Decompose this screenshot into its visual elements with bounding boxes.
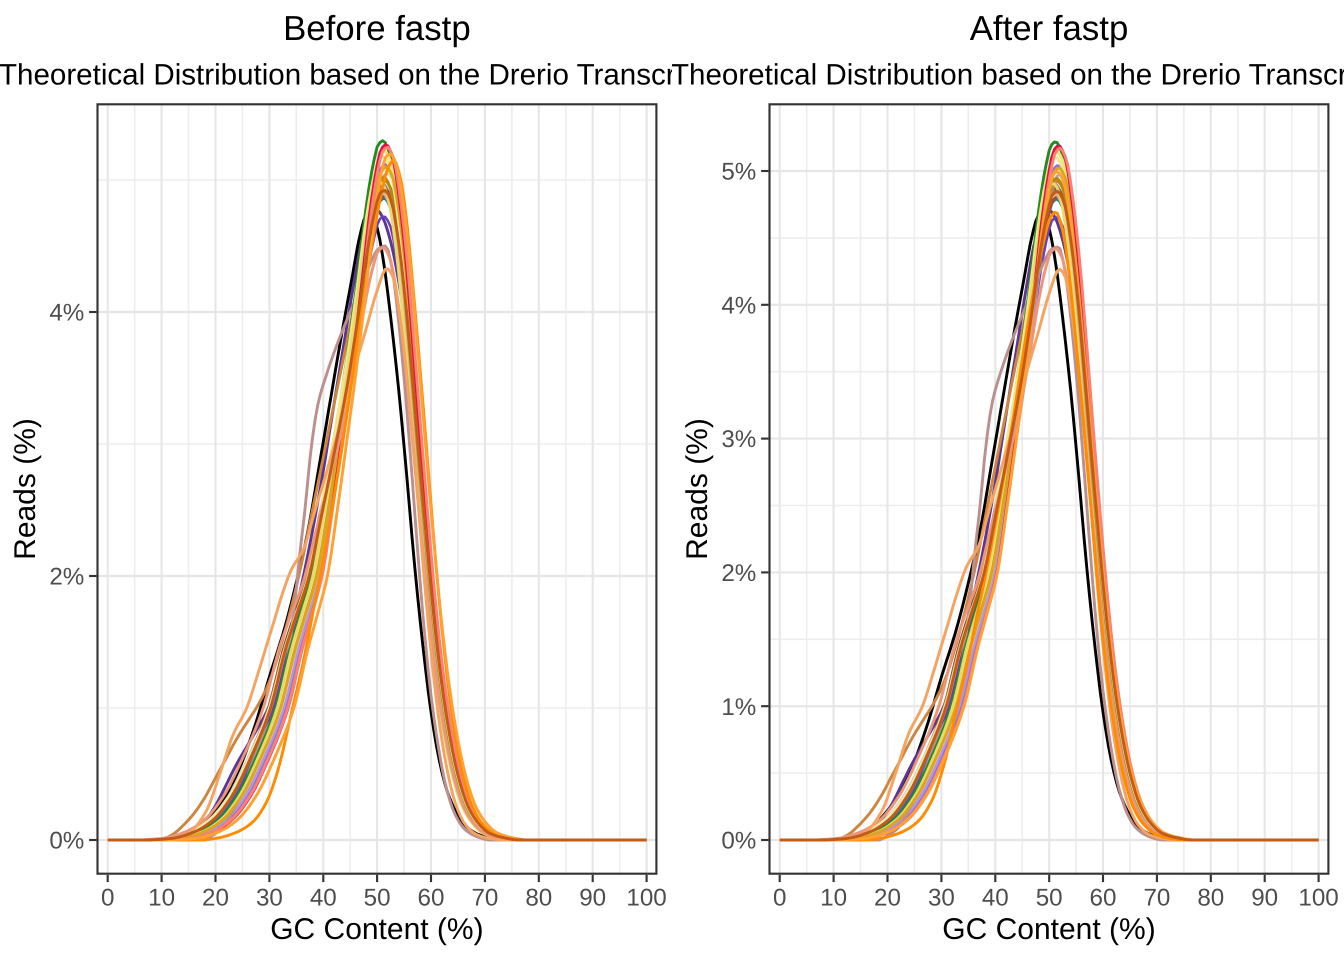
- svg-text:4%: 4%: [49, 300, 84, 327]
- svg-text:Before fastp: Before fastp: [283, 9, 471, 48]
- svg-text:GC Content (%): GC Content (%): [270, 913, 483, 946]
- svg-text:100: 100: [626, 885, 666, 912]
- svg-text:GC Content (%): GC Content (%): [942, 913, 1155, 946]
- svg-text:Reads (%): Reads (%): [9, 418, 42, 560]
- svg-text:2%: 2%: [721, 560, 756, 587]
- svg-text:2%: 2%: [49, 564, 84, 591]
- svg-text:50: 50: [364, 885, 391, 912]
- svg-text:0%: 0%: [49, 828, 84, 855]
- svg-text:70: 70: [471, 885, 498, 912]
- svg-text:0%: 0%: [721, 828, 756, 855]
- svg-text:60: 60: [418, 885, 445, 912]
- svg-text:40: 40: [982, 885, 1009, 912]
- svg-text:20: 20: [874, 885, 901, 912]
- svg-text:0: 0: [773, 885, 786, 912]
- svg-text:0: 0: [101, 885, 114, 912]
- svg-text:Theoretical Distribution based: Theoretical Distribution based on the Dr…: [671, 59, 1344, 92]
- svg-text:4%: 4%: [721, 292, 756, 319]
- svg-text:80: 80: [525, 885, 552, 912]
- svg-text:50: 50: [1036, 885, 1063, 912]
- svg-text:60: 60: [1090, 885, 1117, 912]
- svg-text:90: 90: [1251, 885, 1278, 912]
- svg-text:Reads (%): Reads (%): [681, 418, 714, 560]
- svg-text:20: 20: [202, 885, 229, 912]
- svg-text:Theoretical Distribution based: Theoretical Distribution based on the Dr…: [0, 59, 764, 92]
- svg-text:3%: 3%: [721, 426, 756, 453]
- svg-text:10: 10: [148, 885, 175, 912]
- svg-text:40: 40: [310, 885, 337, 912]
- svg-text:5%: 5%: [721, 159, 756, 186]
- svg-text:100: 100: [1298, 885, 1338, 912]
- svg-text:30: 30: [928, 885, 955, 912]
- svg-text:90: 90: [579, 885, 606, 912]
- svg-text:After fastp: After fastp: [970, 9, 1129, 48]
- svg-text:30: 30: [256, 885, 283, 912]
- svg-text:70: 70: [1143, 885, 1170, 912]
- svg-text:10: 10: [820, 885, 847, 912]
- svg-text:1%: 1%: [721, 694, 756, 721]
- svg-text:80: 80: [1197, 885, 1224, 912]
